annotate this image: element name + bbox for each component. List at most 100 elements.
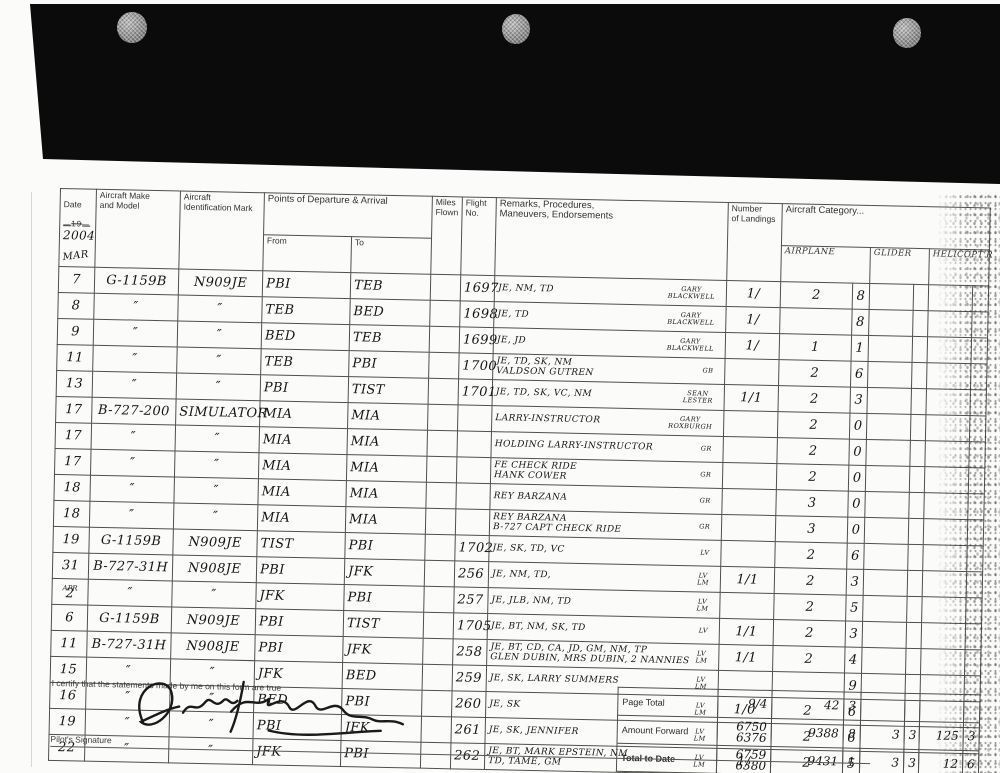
cell-ident-mark: ″	[177, 295, 263, 323]
remark-signoff: GR	[699, 522, 711, 531]
cell-from: TIST	[256, 530, 346, 559]
cell-date: 31	[52, 552, 89, 580]
cell-date: 17	[55, 396, 93, 424]
cell-airplane-hours: 2	[772, 645, 846, 674]
cell-landings	[724, 358, 780, 386]
cell-glider-tenths	[908, 518, 924, 545]
cell-heli-tenths	[969, 389, 987, 416]
cell-glider-hours	[864, 491, 910, 519]
cell-to: MIA	[347, 402, 429, 431]
cell-date: 19	[52, 526, 90, 554]
cell-airplane-hours: 2	[774, 567, 847, 596]
col-header-to: To	[350, 236, 432, 275]
cell-date: 11	[56, 344, 94, 372]
cell-date: 11	[50, 630, 88, 658]
cell-heli-hours	[924, 466, 969, 494]
cell-landings: 1/1	[719, 618, 774, 646]
cell-glider-tenths	[905, 648, 922, 675]
cell-miles	[430, 274, 461, 301]
cell-airplane-hours: 2	[773, 593, 847, 622]
remark-text: JE, JD	[496, 334, 527, 346]
cell-glider-hours	[866, 413, 911, 441]
cell-glider-tenths	[906, 596, 923, 623]
cell-glider-hours	[866, 387, 912, 415]
cell-from: TEB	[260, 348, 350, 377]
cell-from: TEB	[261, 296, 351, 325]
col-header-ident-mark: Aircraft Identification Mark	[178, 191, 265, 271]
cell-date: 9	[57, 318, 94, 346]
remark-signoff: GB	[702, 366, 714, 375]
col-header-date: Date 19 2004 MAR	[58, 188, 97, 268]
totals-airplane-tenths: 3	[843, 692, 862, 721]
cell-ident-mark: N909JE	[178, 269, 263, 297]
pilot-signature	[138, 680, 405, 736]
cell-miles	[423, 612, 454, 639]
col-header-helicopter: HELICOPT'R	[928, 248, 993, 286]
cell-glider-tenths	[907, 544, 924, 571]
cell-landings: 1/	[726, 280, 781, 308]
remark-signoff: LV LM	[696, 596, 709, 613]
cell-miles	[424, 534, 456, 561]
cell-heli-hours	[922, 544, 968, 572]
paper-crease	[31, 192, 32, 767]
cell-make-model: ″	[92, 371, 177, 399]
cell-ident-mark: N909JE	[171, 606, 256, 635]
cell-glider-hours	[865, 465, 910, 493]
cell-heli-tenths	[965, 623, 982, 650]
cell-airplane-tenths: 1	[851, 335, 869, 362]
cell-make-model: G-1159B	[88, 527, 174, 555]
cell-flight-no	[457, 404, 493, 432]
totals-glider-hours	[860, 692, 906, 722]
cell-airplane-hours: 2	[773, 619, 846, 648]
cell-ident-mark: ″	[176, 346, 262, 375]
cell-date: APR 2	[51, 578, 89, 606]
cell-glider-tenths	[910, 388, 927, 415]
remarks-wrap: JE, BT, CD, CA, JD, GM, NM, TP GLEN DUBI…	[490, 641, 715, 669]
cell-heli-tenths	[967, 519, 984, 546]
cell-miles	[423, 586, 455, 613]
remark-signoff: LV LM	[695, 648, 708, 665]
cell-ident-mark: ″	[174, 450, 259, 479]
cell-flight-no	[455, 508, 490, 536]
cell-to: BED	[349, 298, 431, 327]
cell-landings	[721, 488, 777, 516]
cell-make-model: ″	[90, 449, 176, 477]
remark-signoff: LV	[700, 548, 710, 557]
cell-to: MIA	[346, 428, 428, 457]
cell-glider-tenths	[912, 336, 928, 363]
totals-heli-hours	[919, 693, 965, 723]
cell-date: 17	[55, 422, 92, 450]
totals-heli-tenths	[963, 694, 981, 723]
remark-signoff: LV LM	[697, 570, 709, 587]
remark-signoff: GARY BLACKWELL	[666, 336, 714, 353]
remark-text: JE, NM, TD	[497, 282, 555, 295]
remark-text: REY BARZANA B-727 CAPT CHECK RIDE	[492, 512, 622, 535]
cell-airplane-hours: 1	[779, 333, 852, 362]
handwritten-year: 2004	[62, 228, 96, 243]
cell-glider-hours	[868, 309, 914, 337]
cell-heli-hours	[925, 414, 970, 442]
totals-glider-tenths	[904, 693, 921, 722]
cell-airplane-tenths: 0	[847, 491, 866, 518]
cell-to: TEB	[349, 324, 430, 353]
cell-flight-no: 260	[451, 690, 487, 718]
remark-text: JE, TD	[497, 308, 530, 320]
remarks-wrap: JE, NM, TD GARY BLACKWELL	[498, 277, 723, 305]
remarks-wrap: JE, TD, SK, VC, NM SEAN LESTER	[496, 381, 721, 409]
cell-landings: 1/1	[724, 384, 779, 412]
remarks-wrap: LARRY-INSTRUCTOR GARY ROXBURGH	[495, 407, 720, 435]
cell-airplane-hours: 2	[777, 411, 850, 440]
cell-airplane-hours	[779, 307, 853, 336]
totals-glider-tenths: 3	[903, 749, 919, 773]
cell-glider-tenths	[913, 284, 929, 311]
remarks-wrap: JE, TD, SK, NM VALDSON GUTREN GB	[496, 355, 721, 383]
cell-to: MIA	[346, 454, 427, 483]
cell-airplane-hours: 2	[776, 463, 849, 492]
cell-airplane-tenths: 6	[846, 543, 865, 570]
remarks-wrap: JE, JD GARY BLACKWELL	[497, 329, 722, 357]
remark-text: JE, NM, TD,	[491, 568, 551, 581]
cell-flight-no	[455, 482, 491, 510]
cell-flight-no	[456, 430, 492, 458]
cell-from: MIA	[258, 452, 347, 481]
cell-miles	[428, 378, 459, 405]
